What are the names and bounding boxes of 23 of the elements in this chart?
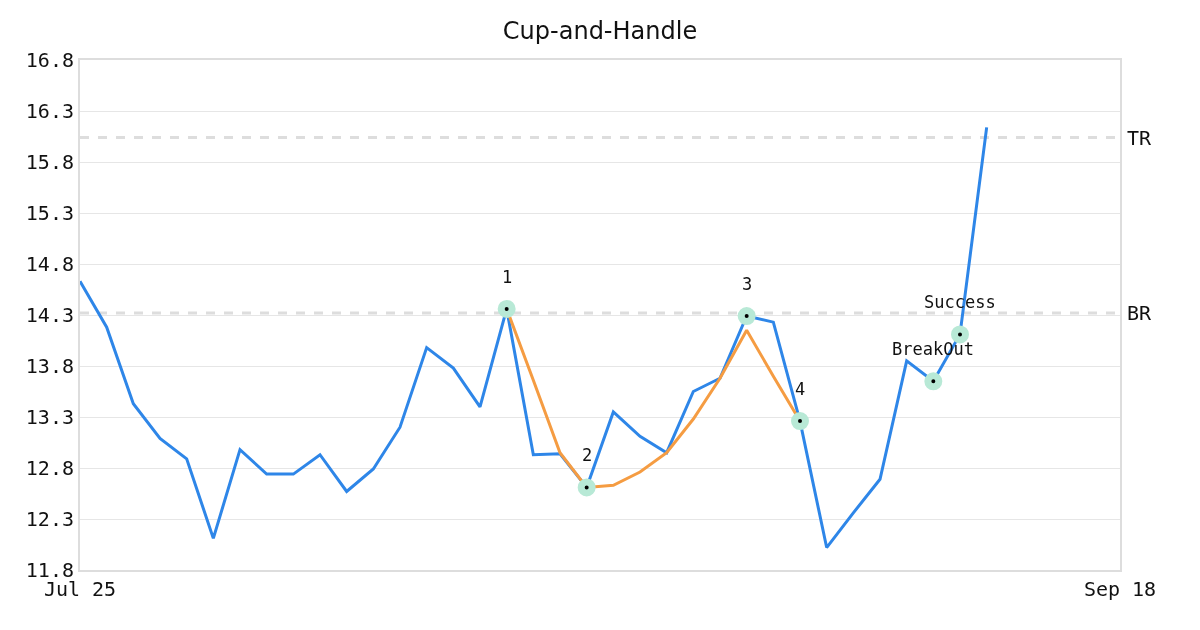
annotation: 2	[582, 445, 593, 465]
y-tick-label: 12.8	[25, 456, 74, 480]
point	[791, 412, 809, 431]
chart-title: Cup-and-Handle	[502, 16, 698, 45]
y-tick-label: 12.3	[25, 507, 74, 531]
y-tick-label: 13.3	[25, 405, 74, 429]
y-tick-label: 16.3	[25, 99, 74, 123]
annotation: 1	[502, 267, 513, 287]
ref-line-label: BR	[1127, 301, 1153, 325]
point	[497, 299, 516, 318]
ref-line-label: TR	[1127, 126, 1153, 150]
y-tick-label: 15.8	[25, 150, 74, 174]
point	[737, 307, 756, 326]
y-tick-label: 14.3	[25, 303, 74, 327]
point	[577, 478, 596, 497]
annotation: 4	[795, 379, 806, 399]
annotation: 3	[742, 274, 753, 294]
y-tick-label: 15.3	[25, 201, 74, 225]
y-tick-label: 16.8	[25, 48, 74, 72]
point	[924, 372, 943, 391]
x-tick-label: Sep 18	[1083, 577, 1157, 601]
y-tick-label: 13.8	[25, 354, 74, 378]
y-tick-label: 14.8	[25, 252, 74, 276]
